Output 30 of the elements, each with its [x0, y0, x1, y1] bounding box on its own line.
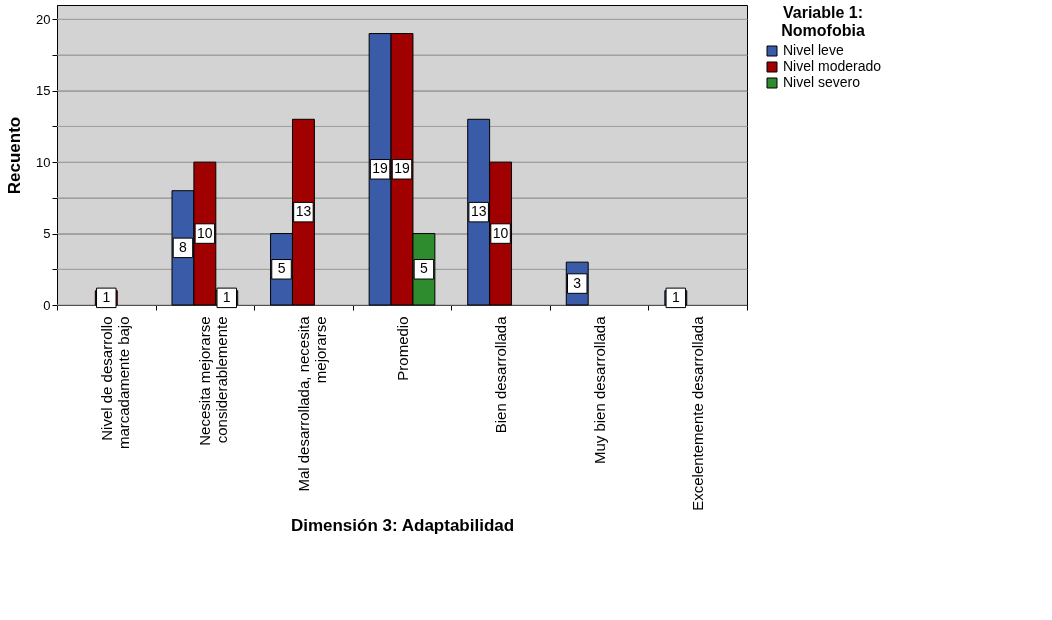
data-label: 5 [277, 260, 286, 277]
data-label: 5 [420, 260, 429, 277]
y-tick-label: 15 [36, 83, 51, 99]
data-label: 10 [197, 224, 213, 241]
data-label: 13 [470, 203, 487, 220]
y-tick-label: 5 [43, 226, 51, 242]
x-tick-label: Promedio [393, 316, 411, 381]
legend-title: Variable 1: Nomofobia [781, 4, 865, 39]
data-label: 3 [573, 274, 582, 291]
x-tick-label: Mal desarrollada, necesita mejorarse [294, 315, 329, 492]
legend-label: Nivel severo [783, 74, 861, 90]
x-tick-label: Nivel de desarrollo marcadamente bajo [97, 316, 132, 450]
data-label: 1 [102, 288, 111, 305]
data-label: 1 [222, 288, 231, 305]
data-label: 1 [671, 288, 680, 305]
x-tick-label: Muy bien desarrollada [590, 315, 608, 465]
data-label: 13 [295, 203, 312, 220]
x-tick-label: Excelentemente desarrollada [689, 315, 707, 511]
y-tick-label: 20 [36, 11, 51, 27]
data-label: 19 [394, 160, 410, 177]
data-label: 8 [179, 238, 188, 255]
y-tick-label: 0 [43, 297, 51, 313]
x-axis-title: Dimensión 3: Adaptabilidad [290, 515, 515, 535]
legend-label: Nivel moderado [783, 58, 882, 74]
data-label: 19 [372, 160, 389, 177]
data-label: 10 [492, 224, 509, 241]
y-axis-title: Recuento [5, 116, 25, 195]
legend-label: Nivel leve [783, 42, 844, 58]
x-tick-label: Bien desarrollada [492, 315, 510, 434]
y-tick-label: 10 [36, 154, 51, 170]
